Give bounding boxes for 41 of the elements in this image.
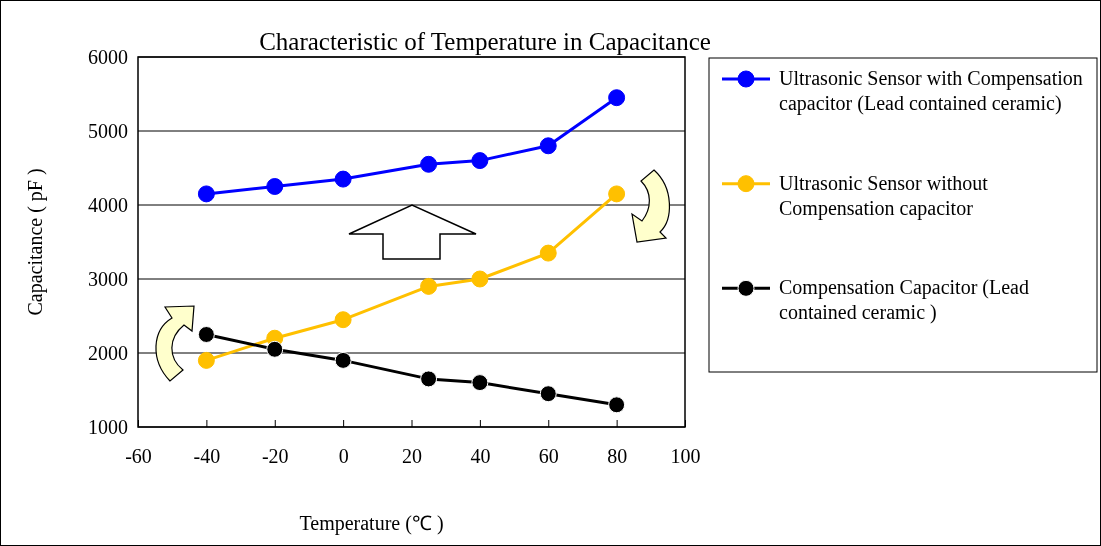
- x-tick-label: 60: [538, 445, 559, 468]
- point: [334, 351, 352, 369]
- point: [608, 89, 626, 107]
- point: [266, 340, 284, 358]
- y-tick-label: 6000: [88, 45, 128, 68]
- y-tick-label: 2000: [88, 341, 128, 364]
- point: [539, 137, 557, 155]
- point: [197, 351, 215, 369]
- x-tick-label: 20: [402, 445, 422, 468]
- y-tick-label: 4000: [88, 193, 128, 216]
- point: [539, 385, 557, 403]
- point: [608, 396, 626, 414]
- point: [539, 244, 557, 262]
- point: [608, 185, 626, 203]
- x-tick-label: 80: [607, 445, 628, 468]
- y-tick-label: 1000: [88, 415, 128, 438]
- y-axis-title: Capacitance ( pF ): [24, 168, 47, 316]
- point: [197, 185, 215, 203]
- legend-label: Compensation Capacitor (Lead contained ceramic ): [779, 276, 1029, 325]
- y-tick-label: 3000: [88, 267, 128, 290]
- y-tick-label: 5000: [88, 119, 128, 142]
- x-tick-label: 40: [470, 445, 491, 468]
- point: [266, 178, 284, 195]
- chart-title: Characteristic of Temperature in Capacitance: [259, 28, 711, 55]
- point: [197, 326, 215, 343]
- point: [420, 277, 438, 295]
- x-tick-label: -40: [193, 445, 221, 468]
- point: [420, 155, 438, 173]
- x-tick-label: -60: [125, 445, 152, 468]
- point: [471, 152, 489, 170]
- x-tick-label: -20: [261, 445, 289, 468]
- point: [334, 311, 352, 329]
- point: [471, 270, 489, 288]
- x-tick-label: 100: [670, 445, 701, 468]
- point: [420, 370, 438, 388]
- legend-label: Ultrasonic Sensor with Compensation capacitor (Lead contained ceramic): [779, 67, 1083, 115]
- point: [471, 374, 489, 392]
- legend-label: Ultrasonic Sensor without Compensation capacitor: [779, 171, 989, 220]
- x-tick-label: 0: [338, 445, 349, 468]
- x-axis-title: Temperature (℃ ): [299, 512, 444, 535]
- point: [334, 170, 352, 188]
